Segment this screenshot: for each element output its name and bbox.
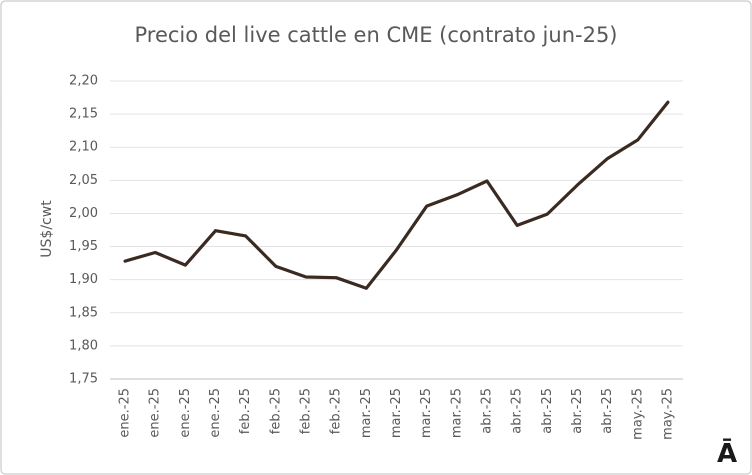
line-series (123, 100, 670, 290)
y-tick-label: 2,00 (69, 206, 98, 221)
y-tick-label: 2,10 (69, 140, 98, 155)
x-tick-label: abr.-25 (540, 388, 555, 434)
y-tick-label: 1,85 (69, 305, 98, 320)
x-tick-label: abr.-25 (570, 388, 585, 434)
y-tick-label: 2,05 (69, 173, 98, 188)
x-tick-label: mar.-25 (449, 388, 464, 438)
y-tick-label: 1,95 (69, 239, 98, 254)
logo: Ā (717, 437, 737, 469)
y-tick-label: 2,20 (69, 74, 98, 89)
x-tick-label: ene.-25 (148, 388, 163, 438)
x-tick-label: feb.-25 (329, 388, 344, 434)
x-tick-label: feb.-25 (238, 388, 253, 434)
x-tick-label: abr.-25 (479, 388, 494, 434)
x-tick-label: feb.-25 (268, 388, 283, 434)
chart-title: Precio del live cattle en CME (contrato … (134, 23, 617, 47)
y-tick-label: 1,75 (69, 372, 98, 387)
y-tick-label: 1,80 (69, 338, 98, 353)
x-tick-label: mar.-25 (389, 388, 404, 438)
y-tick-label: 1,90 (69, 272, 98, 287)
x-tick-label: ene.-25 (118, 388, 133, 438)
x-tick-label: ene.-25 (178, 388, 193, 438)
x-tick-label: abr.-25 (510, 388, 525, 434)
y-axis-label: US$/cwt (39, 200, 55, 258)
x-tick-label: ene.-25 (208, 388, 223, 438)
y-tick-label: 2,15 (69, 107, 98, 122)
x-tick-label: may.-25 (660, 388, 675, 440)
x-tick-label: abr.-25 (600, 388, 615, 434)
x-tick-label: mar.-25 (359, 388, 374, 438)
x-tick-label: feb.-25 (299, 388, 314, 434)
x-tick-label: may.-25 (630, 388, 645, 440)
x-tick-label: mar.-25 (419, 388, 434, 438)
